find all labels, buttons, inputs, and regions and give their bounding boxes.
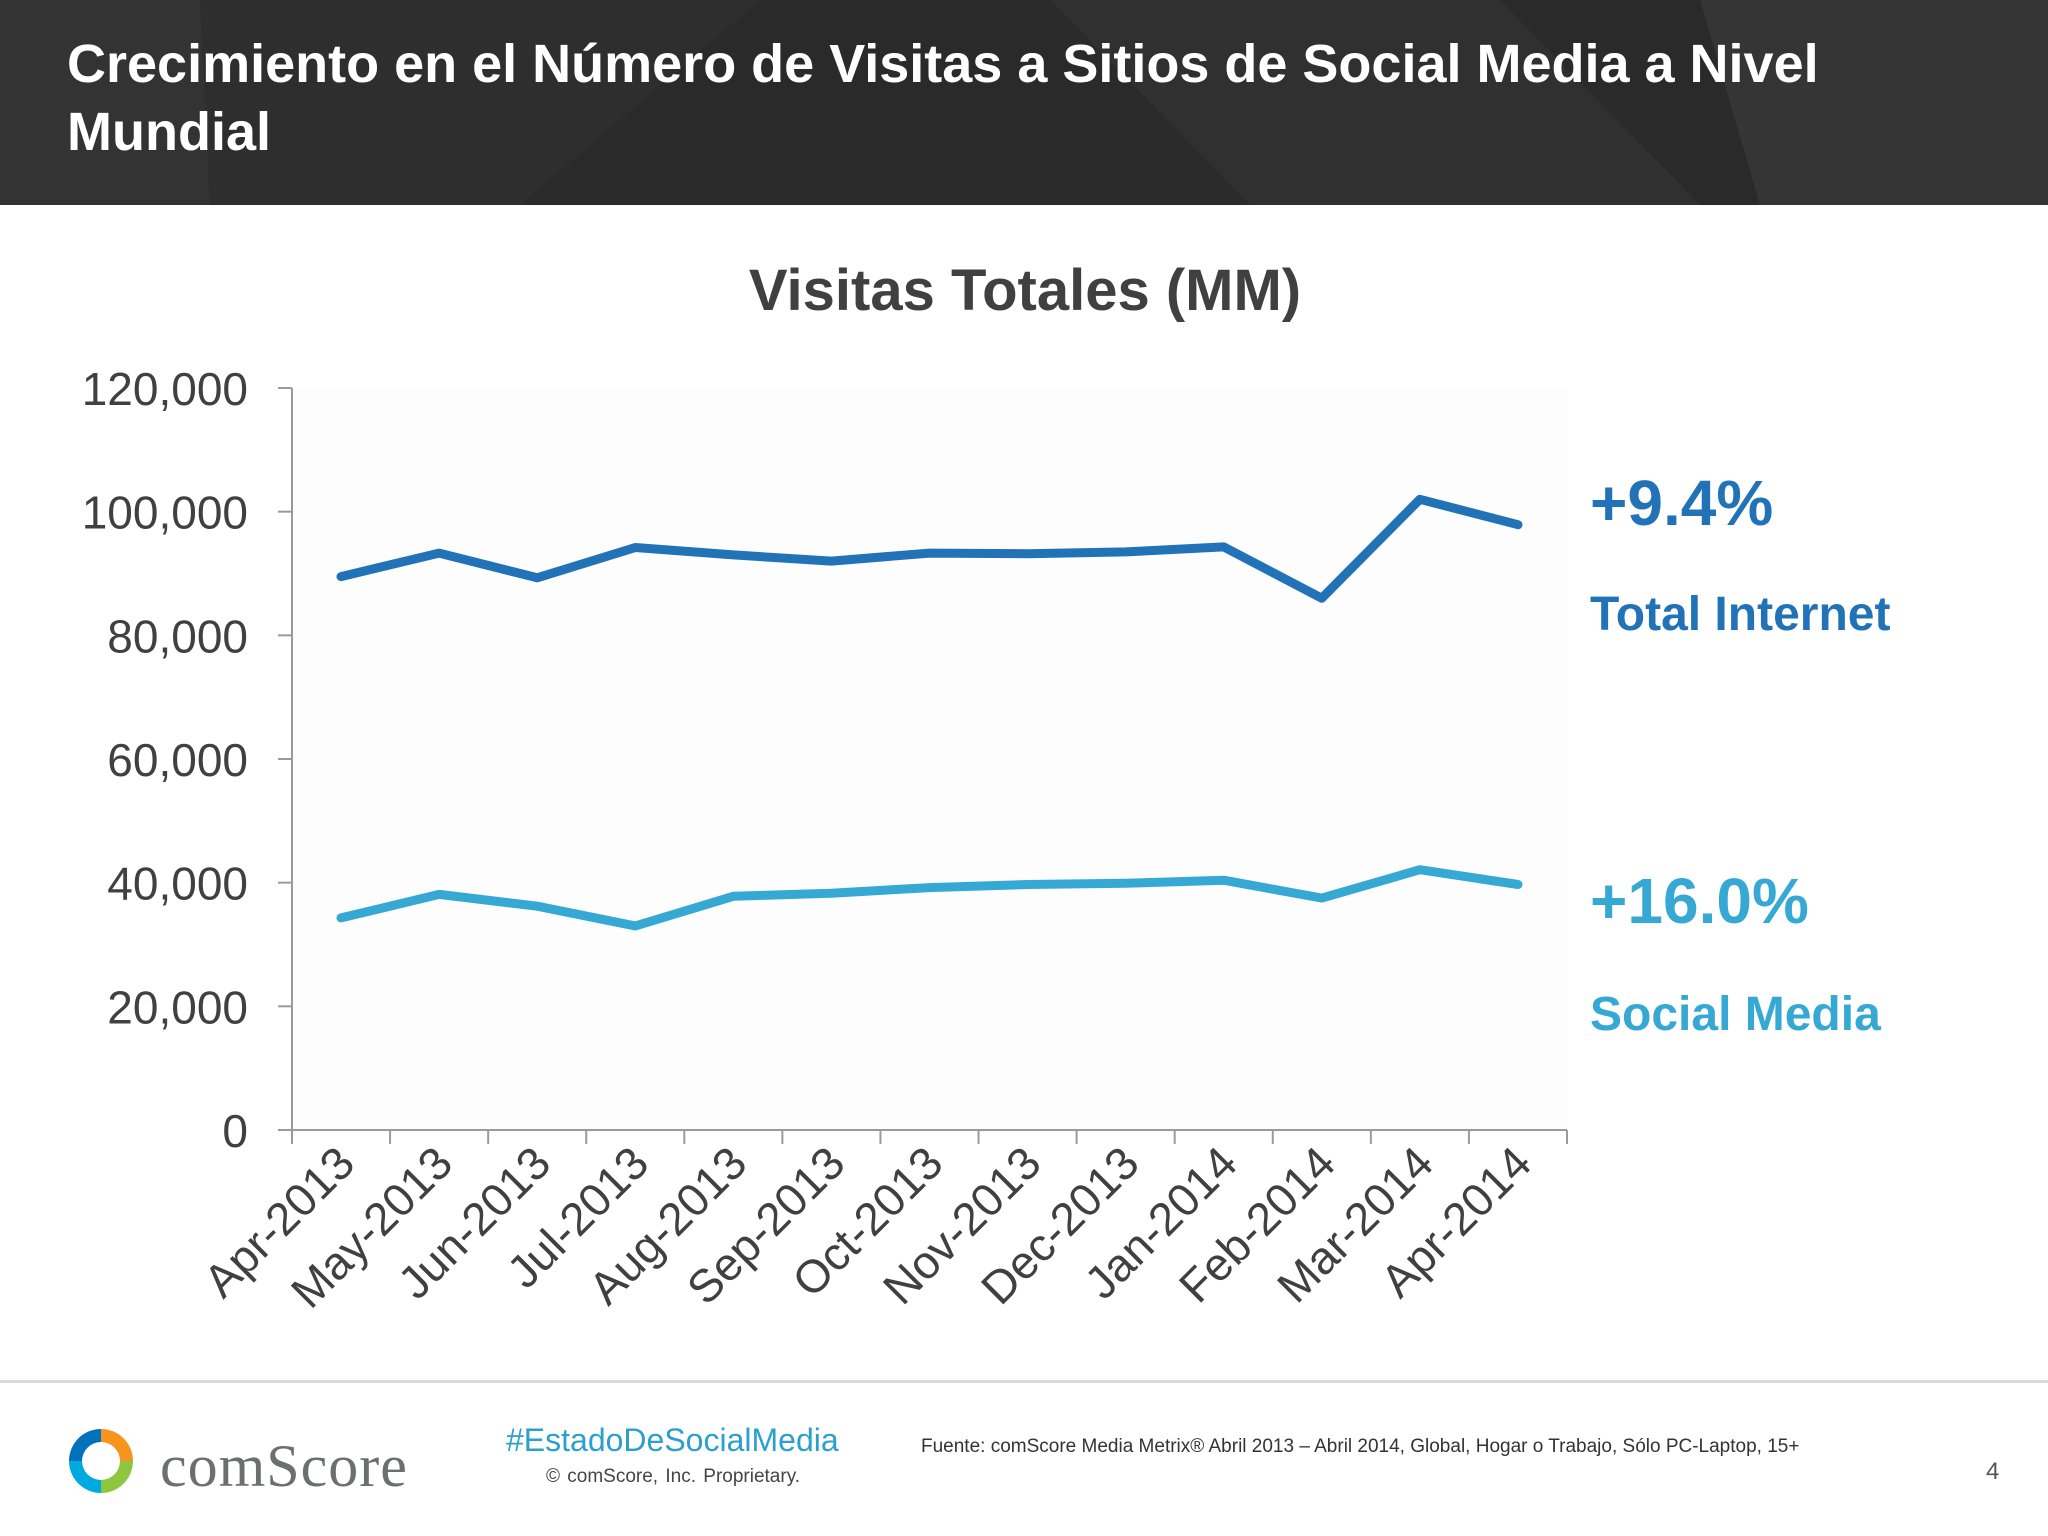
plot-area	[292, 388, 1567, 1130]
comscore-logo-text: comScore	[160, 1433, 408, 1499]
data-point	[340, 917, 342, 919]
data-point	[1419, 869, 1421, 871]
header-background	[0, 0, 2048, 205]
series-growth-label: +9.4%	[1590, 467, 1773, 539]
data-point	[929, 552, 930, 554]
data-point	[536, 577, 538, 579]
slide-title: Crecimiento en el Número de Visitas a Si…	[67, 34, 1819, 162]
y-tick-label: 100,000	[82, 487, 248, 539]
page-number: 4	[1986, 1458, 2000, 1485]
y-tick-label: 20,000	[107, 981, 248, 1033]
data-point	[1321, 897, 1323, 899]
data-point	[438, 893, 440, 895]
series-growth-label: +16.0%	[1590, 865, 1809, 937]
series-name-label: Total Internet	[1590, 588, 1890, 641]
data-point	[1419, 498, 1421, 500]
copyright-text: © comScore, Inc. Proprietary.	[546, 1466, 801, 1487]
data-point	[1517, 524, 1519, 526]
data-point	[929, 887, 930, 889]
y-tick-label: 60,000	[107, 734, 248, 786]
data-point	[536, 905, 538, 907]
data-point	[438, 552, 440, 554]
y-tick-label: 80,000	[107, 610, 248, 662]
line-chart: Visitas Totales (MM) 0 20,000 40,000 60,000…	[82, 258, 1891, 1318]
data-point	[1517, 884, 1519, 886]
data-point	[1125, 551, 1127, 553]
series-annotations: +9.4% Total Internet +16.0% Social Media	[1590, 467, 1890, 1041]
data-point	[1027, 884, 1029, 886]
footer-divider	[0, 1380, 2048, 1383]
source-note: Fuente: comScore Media Metrix® Abril 201…	[921, 1436, 1800, 1457]
data-point	[1125, 882, 1127, 884]
chart-series	[336, 494, 1523, 931]
chart-title: Visitas Totales (MM)	[749, 258, 1301, 323]
data-point	[634, 925, 636, 927]
data-point	[1027, 553, 1029, 555]
data-point	[340, 576, 342, 578]
slide-header: Crecimiento en el Número de Visitas a Si…	[0, 0, 2048, 205]
hashtag: #EstadoDeSocialMedia	[506, 1422, 839, 1458]
series-name-label: Social Media	[1590, 988, 1881, 1041]
data-point	[634, 547, 636, 549]
data-point	[732, 895, 734, 897]
comscore-logo-icon	[69, 1429, 133, 1493]
data-point	[830, 560, 832, 562]
y-tick-label: 120,000	[82, 363, 248, 415]
data-point	[732, 554, 734, 556]
data-point	[1321, 597, 1323, 599]
data-point	[1223, 879, 1225, 881]
y-tick-label: 40,000	[107, 858, 248, 910]
footer	[0, 1383, 2048, 1536]
data-point	[830, 892, 832, 894]
y-tick-label: 0	[222, 1105, 248, 1157]
data-point	[1223, 546, 1225, 548]
